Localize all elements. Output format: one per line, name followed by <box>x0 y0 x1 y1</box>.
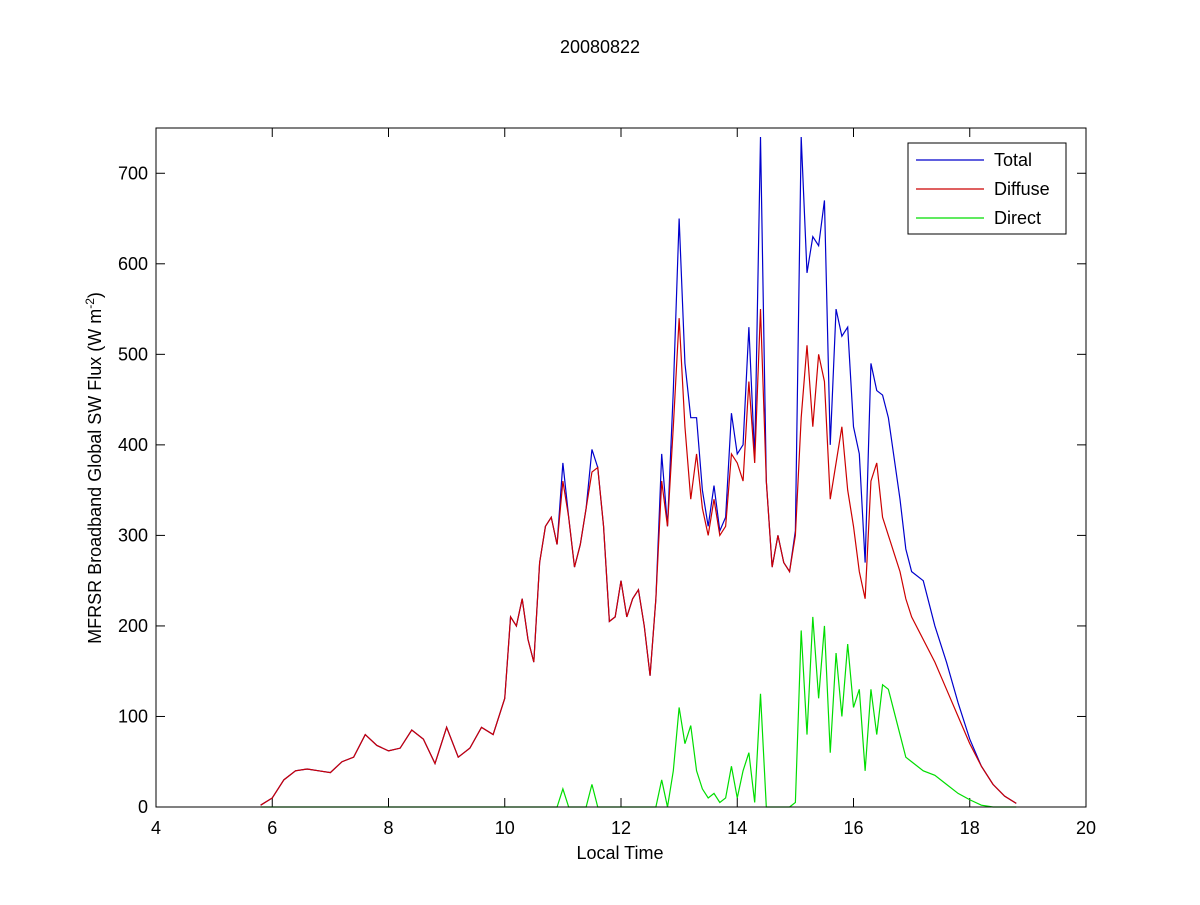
x-tick-label: 4 <box>151 818 161 838</box>
y-tick-label: 100 <box>118 706 148 726</box>
chart-title: 20080822 <box>560 37 640 57</box>
x-tick-label: 8 <box>383 818 393 838</box>
plot-frame <box>155 127 1087 808</box>
legend-label: Diffuse <box>994 179 1050 199</box>
x-tick-label: 14 <box>727 818 747 838</box>
y-tick-label: 500 <box>118 344 148 364</box>
y-tick-label: 0 <box>138 797 148 817</box>
y-tick-label: 200 <box>118 616 148 636</box>
x-tick-label: 12 <box>611 818 631 838</box>
y-axis-label-text: MFRSR Broadband Global SW Flux (W m <box>85 309 105 644</box>
x-tick-label: 6 <box>267 818 277 838</box>
legend-label: Direct <box>994 208 1041 228</box>
y-axis-label-suffix: ) <box>85 292 105 298</box>
x-tick-label: 20 <box>1076 818 1096 838</box>
y-tick-label: 400 <box>118 435 148 455</box>
y-tick-label: 600 <box>118 254 148 274</box>
x-axis-label: Local Time <box>576 843 663 863</box>
x-tick-label: 10 <box>495 818 515 838</box>
legend-label: Total <box>994 150 1032 170</box>
x-tick-label: 18 <box>960 818 980 838</box>
y-tick-label: 300 <box>118 525 148 545</box>
y-axis-label-sup: -2 <box>83 298 97 309</box>
y-axis-label: MFRSR Broadband Global SW Flux (W m-2) <box>83 292 105 644</box>
x-tick-label: 16 <box>843 818 863 838</box>
data-line <box>260 309 1017 806</box>
y-tick-label: 700 <box>118 163 148 183</box>
